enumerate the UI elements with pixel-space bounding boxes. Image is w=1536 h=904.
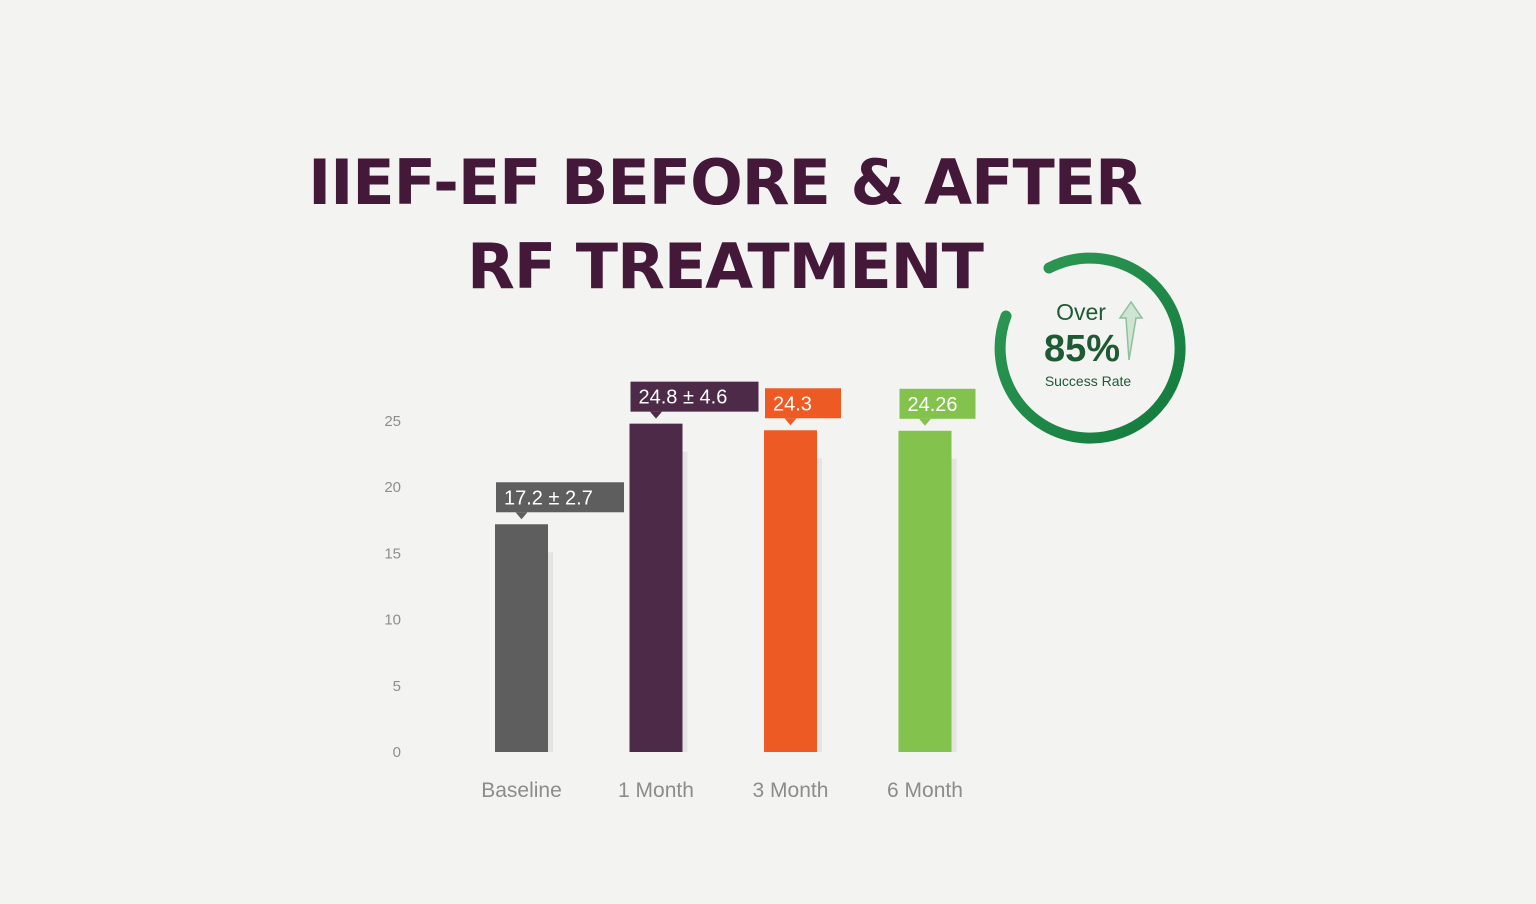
bar bbox=[764, 430, 817, 752]
x-category-label: 3 Month bbox=[753, 779, 829, 802]
badge-percent-text: 85% bbox=[1044, 328, 1120, 370]
x-category-label: 6 Month bbox=[887, 779, 963, 802]
data-label-box bbox=[630, 381, 759, 412]
data-label-text: 17.2 ± 2.7 bbox=[504, 487, 593, 509]
y-tick-label: 15 bbox=[384, 545, 401, 562]
y-tick-label: 5 bbox=[393, 678, 401, 695]
bar bbox=[629, 423, 683, 752]
data-label-pointer bbox=[650, 411, 662, 419]
data-label-text: 24.26 bbox=[908, 394, 958, 416]
data-label: 24.26 bbox=[899, 388, 976, 426]
data-label-box bbox=[765, 388, 841, 419]
data-label-pointer bbox=[784, 418, 797, 426]
page-title-line-2: RF TREATMENT bbox=[467, 230, 984, 303]
x-axis: Baseline 1 Month 3 Month 6 Month bbox=[481, 779, 963, 802]
bar bbox=[898, 430, 952, 752]
data-label-text: 24.8 ± 4.6 bbox=[639, 387, 728, 409]
success-rate-badge: Over 85% Success Rate bbox=[994, 252, 1186, 444]
bar-series bbox=[495, 423, 957, 752]
y-tick-label: 20 bbox=[384, 479, 401, 496]
badge-caption-text: Success Rate bbox=[1045, 373, 1132, 389]
y-tick-label: 10 bbox=[384, 612, 401, 629]
data-label: 24.3 bbox=[765, 388, 841, 426]
y-axis: 0 5 10 15 20 25 bbox=[384, 413, 401, 761]
data-label-pointer bbox=[515, 512, 528, 520]
bar bbox=[495, 524, 548, 752]
data-labels: 17.2 ± 2.7 24.8 ± 4.6 24.3 24.26 bbox=[496, 381, 976, 520]
success-ring bbox=[994, 252, 1186, 444]
data-label: 17.2 ± 2.7 bbox=[496, 482, 624, 520]
y-tick-label: 25 bbox=[384, 413, 401, 430]
up-arrow-icon bbox=[1118, 300, 1144, 361]
x-category-label: Baseline bbox=[481, 779, 562, 802]
data-label-box bbox=[496, 482, 624, 513]
badge-over-text: Over bbox=[1056, 299, 1106, 325]
y-tick-label: 0 bbox=[393, 744, 401, 761]
data-label: 24.8 ± 4.6 bbox=[630, 381, 759, 419]
data-label-box bbox=[899, 388, 976, 419]
data-label-text: 24.3 bbox=[773, 393, 812, 415]
x-category-label: 1 Month bbox=[618, 779, 694, 802]
page-title-line-1: IIEF-EF BEFORE & AFTER bbox=[308, 146, 1143, 219]
data-label-pointer bbox=[919, 418, 931, 426]
